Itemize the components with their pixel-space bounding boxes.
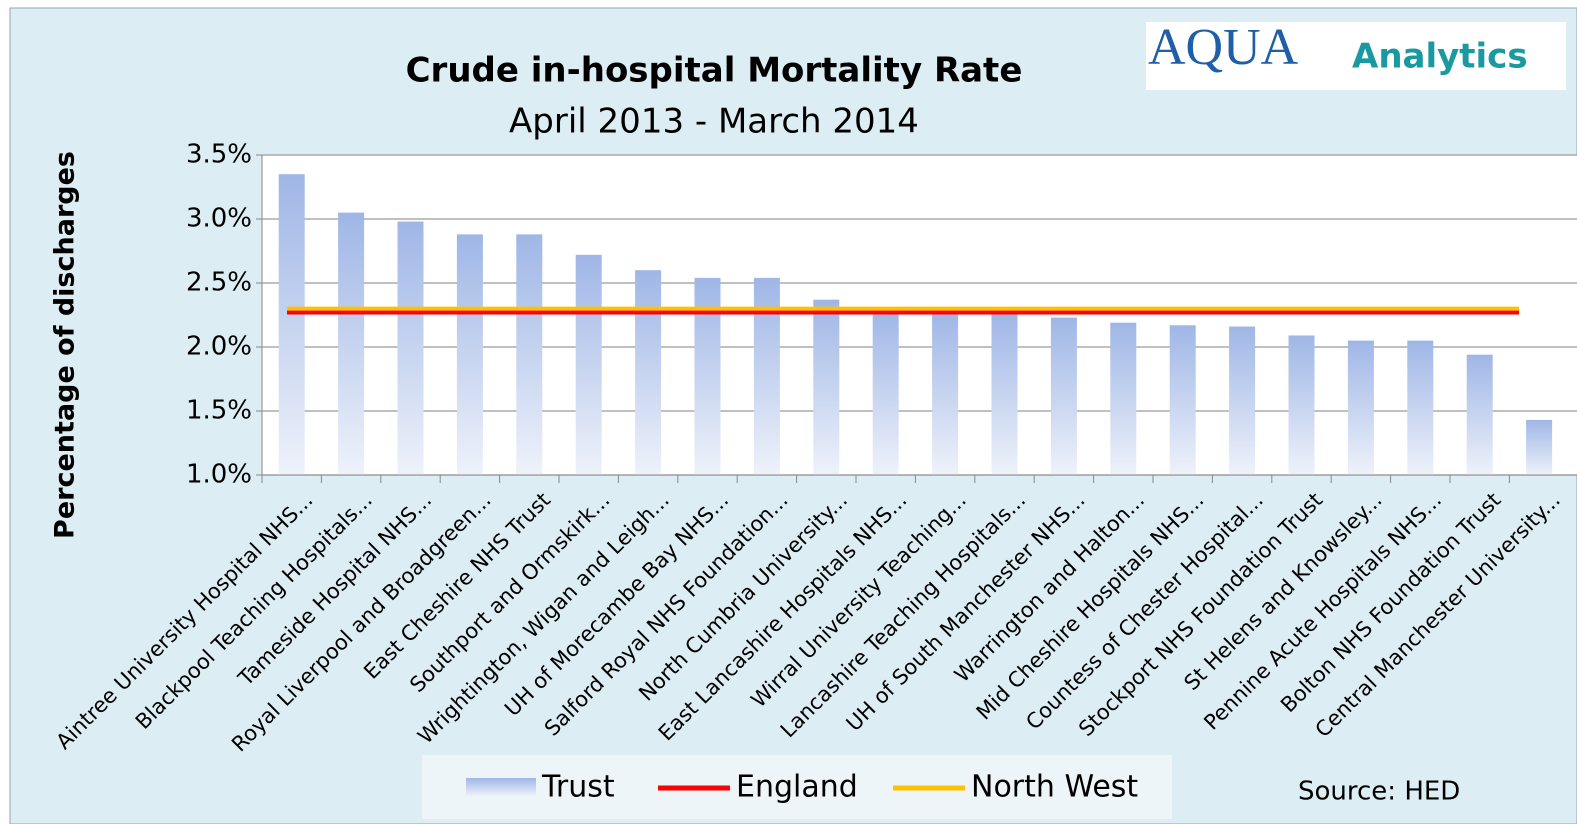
bar: [1110, 322, 1137, 475]
bar: [813, 299, 840, 475]
y-axis-label: Percentage of discharges: [50, 151, 81, 539]
y-tick-label: 2.0%: [186, 332, 252, 362]
bar: [635, 270, 662, 475]
bar: [872, 311, 899, 475]
y-tick-label: 3.0%: [186, 204, 252, 234]
bar: [575, 254, 602, 475]
legend: [422, 755, 1172, 819]
legend-label: North West: [971, 770, 1138, 805]
bar: [1229, 326, 1256, 475]
bar: [397, 221, 424, 475]
bar: [991, 313, 1018, 475]
logo-box: [1146, 22, 1566, 90]
legend-label: England: [736, 770, 858, 805]
bar: [1407, 340, 1434, 475]
chart-subtitle: April 2013 - March 2014: [509, 102, 919, 142]
bar: [516, 234, 543, 475]
bar: [1050, 317, 1077, 475]
bar: [456, 234, 483, 475]
chart-title: Crude in-hospital Mortality Rate: [406, 51, 1023, 91]
bar: [1347, 340, 1374, 475]
bar: [1288, 335, 1315, 475]
logo-brand: AQUA: [1148, 19, 1299, 76]
bar: [1526, 419, 1553, 475]
legend-label: Trust: [541, 770, 615, 805]
bar: [338, 212, 365, 475]
legend-swatch: [466, 778, 536, 796]
bar: [932, 312, 959, 475]
source: Source: HED: [1298, 777, 1460, 807]
y-tick-label: 3.5%: [186, 140, 252, 170]
y-tick-label: 2.5%: [186, 268, 252, 298]
bar: [278, 174, 305, 475]
y-tick-label: 1.5%: [186, 396, 252, 426]
logo-suffix: Analytics: [1352, 37, 1528, 77]
bar: [1466, 354, 1493, 475]
bar: [1169, 325, 1196, 475]
y-tick-label: 1.0%: [186, 460, 252, 490]
